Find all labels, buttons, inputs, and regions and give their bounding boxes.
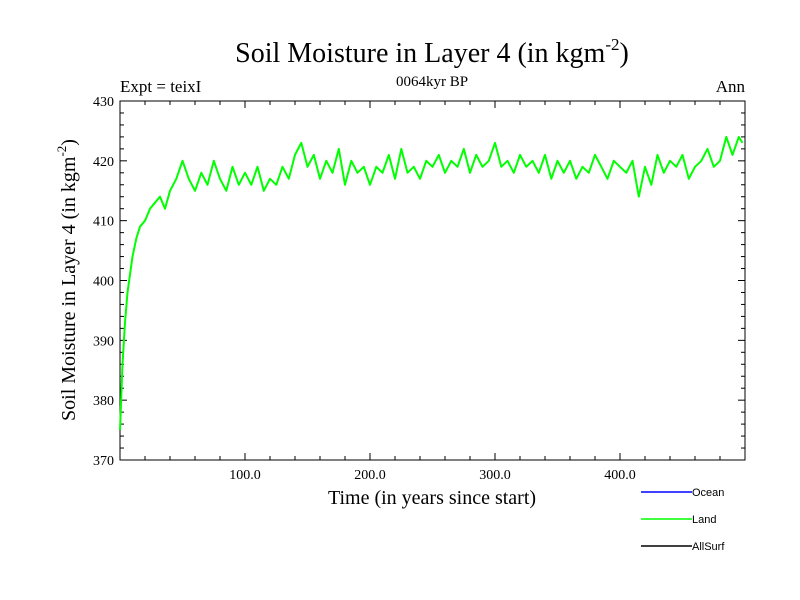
y-tick-label: 430: [93, 95, 114, 110]
x-tick-label: 400.0: [604, 468, 636, 483]
series-line-land: [119, 135, 744, 431]
x-tick-label: 200.0: [354, 468, 386, 483]
chart-title: Soil Moisture in Layer 4 (in kgm-2): [235, 35, 629, 69]
legend-label-ocean: Ocean: [692, 487, 724, 499]
y-tick-label: 390: [93, 334, 114, 349]
period-label: 0064kyr BP: [396, 74, 468, 90]
series-lines: [119, 135, 744, 431]
season-label: Ann: [716, 77, 746, 96]
y-tick-label: 410: [93, 215, 114, 230]
experiment-label: Expt = teixI: [120, 77, 202, 96]
y-tick-label: 370: [93, 454, 114, 469]
y-tick-label: 420: [93, 155, 114, 170]
legend: Ocean Land AllSurf: [641, 487, 725, 553]
legend-label-allsurf: AllSurf: [692, 541, 725, 553]
x-axis-label: Time (in years since start): [328, 487, 536, 509]
axis-tick-labels: 370 380 390 400 410 420 430 100.0 200.0 300.0 400.…: [93, 95, 636, 483]
legend-label-land: Land: [692, 514, 716, 526]
y-axis-label: Soil Moisture in Layer 4 (in kgm-2): [54, 139, 80, 421]
y-tick-label: 400: [93, 275, 114, 290]
plot-frame: [119, 100, 746, 461]
axis-ticks: [120, 100, 745, 461]
x-tick-label: 100.0: [229, 468, 261, 483]
y-tick-label: 380: [93, 394, 114, 409]
x-tick-label: 300.0: [479, 468, 511, 483]
